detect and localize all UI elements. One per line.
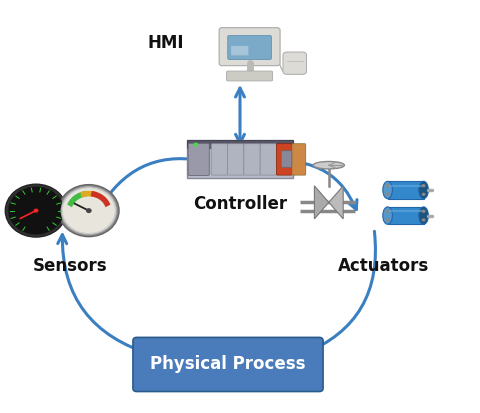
FancyBboxPatch shape — [228, 36, 272, 59]
Ellipse shape — [383, 207, 393, 224]
FancyBboxPatch shape — [228, 144, 244, 175]
FancyBboxPatch shape — [260, 144, 276, 175]
Circle shape — [34, 209, 38, 213]
FancyBboxPatch shape — [133, 337, 323, 392]
Ellipse shape — [313, 161, 345, 169]
Circle shape — [386, 218, 390, 221]
FancyBboxPatch shape — [227, 71, 273, 81]
Circle shape — [86, 208, 92, 213]
Circle shape — [421, 218, 425, 221]
Text: Sensors: Sensors — [32, 257, 107, 275]
Circle shape — [62, 188, 115, 233]
FancyBboxPatch shape — [276, 144, 292, 175]
FancyBboxPatch shape — [388, 207, 423, 224]
Circle shape — [386, 210, 390, 213]
FancyBboxPatch shape — [187, 140, 293, 178]
FancyBboxPatch shape — [281, 151, 292, 167]
Circle shape — [386, 184, 390, 188]
Circle shape — [421, 210, 425, 213]
Circle shape — [386, 192, 390, 196]
Circle shape — [5, 184, 67, 237]
Circle shape — [421, 184, 425, 188]
Circle shape — [61, 187, 117, 235]
Circle shape — [421, 192, 425, 196]
FancyBboxPatch shape — [388, 181, 423, 199]
Polygon shape — [314, 186, 329, 219]
Text: Controller: Controller — [193, 195, 287, 214]
Circle shape — [59, 185, 119, 237]
Text: Physical Process: Physical Process — [150, 356, 306, 373]
FancyBboxPatch shape — [219, 28, 280, 66]
FancyBboxPatch shape — [211, 144, 228, 175]
FancyBboxPatch shape — [188, 143, 209, 176]
FancyBboxPatch shape — [244, 144, 260, 175]
Text: Actuators: Actuators — [338, 257, 430, 275]
Circle shape — [8, 187, 64, 235]
FancyBboxPatch shape — [292, 144, 306, 175]
Ellipse shape — [419, 207, 429, 224]
Circle shape — [193, 142, 198, 147]
Polygon shape — [329, 186, 343, 219]
Ellipse shape — [383, 181, 393, 199]
Ellipse shape — [419, 181, 429, 199]
Text: HMI: HMI — [147, 34, 184, 52]
FancyBboxPatch shape — [187, 140, 293, 148]
FancyBboxPatch shape — [283, 52, 307, 74]
FancyBboxPatch shape — [231, 46, 249, 55]
